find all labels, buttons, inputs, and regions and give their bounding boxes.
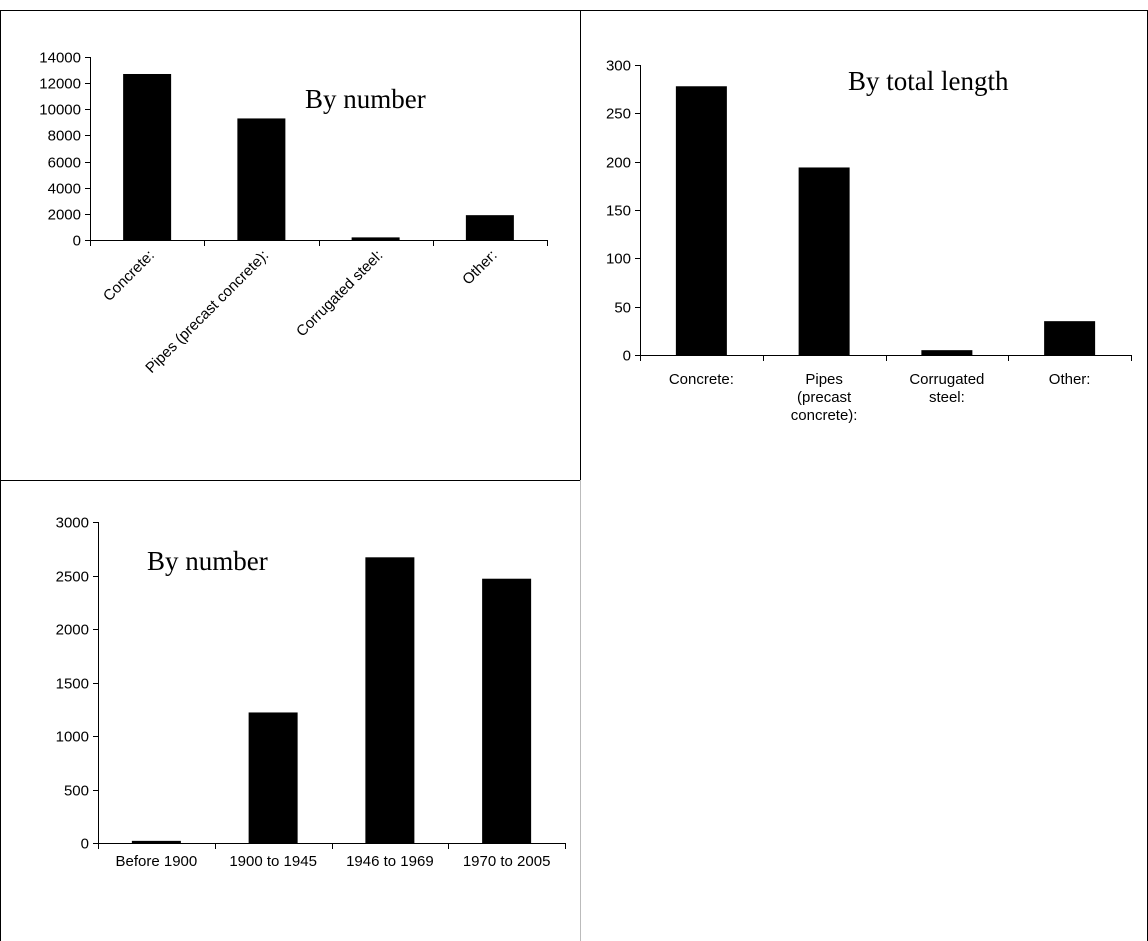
y-tick-label: 2000 (56, 622, 89, 639)
y-tick-label: 500 (64, 783, 89, 800)
y-tick-label: 4000 (48, 181, 81, 198)
x-tick-label: 1900 to 1945 (229, 853, 317, 870)
y-tick-label: 3000 (56, 515, 89, 532)
x-tick-label: Corrugated steel: (293, 247, 386, 340)
x-tick-label: 1970 to 2005 (463, 853, 551, 870)
x-tick-label: Before 1900 (116, 853, 198, 870)
chart-by-total-length: By total length 0 50 100 150 200 250 300 Concre… (606, 58, 1132, 424)
y-tick-label: 0 (73, 233, 81, 250)
x-tick-label: concrete): (791, 407, 858, 424)
y-tick-label: 0 (623, 348, 631, 365)
x-tick-label: 1946 to 1969 (346, 853, 434, 870)
bar (365, 557, 415, 843)
bar (482, 578, 532, 843)
bar (248, 712, 298, 843)
y-tick-label: 2500 (56, 569, 89, 586)
x-tick-label: Other: (1049, 371, 1091, 388)
y-tick-label: 300 (606, 58, 631, 75)
y-tick-label: 100 (606, 251, 631, 268)
y-tick-label: 2000 (48, 207, 81, 224)
y-tick-label: 250 (606, 106, 631, 123)
x-tick-label: Other: (459, 247, 500, 288)
bar (921, 350, 973, 355)
y-tick-label: 1000 (56, 729, 89, 746)
y-tick-label: 6000 (48, 155, 81, 172)
chart-by-number-period: By number 0 500 1000 1500 2000 2500 3000 Before… (56, 515, 566, 870)
bar (465, 215, 514, 240)
bar (675, 86, 727, 356)
y-tick-label: 50 (614, 300, 631, 317)
x-tick-label: Pipes (805, 371, 843, 388)
y-tick-label: 10000 (39, 102, 81, 119)
chart2-title: By total length (848, 66, 1009, 96)
bar (123, 73, 172, 240)
y-tick-label: 12000 (39, 76, 81, 93)
y-tick-label: 14000 (39, 50, 81, 67)
bar (1044, 321, 1096, 355)
x-tick-label: Pipes (precast concrete): (142, 247, 272, 377)
x-tick-label: Concrete: (669, 371, 734, 388)
y-tick-label: 1500 (56, 676, 89, 693)
chart-by-number-material: By number 0 2000 4000 6000 8000 10000 12000 140… (39, 50, 548, 377)
y-tick-label: 200 (606, 155, 631, 172)
y-tick-label: 150 (606, 203, 631, 220)
x-tick-label: Corrugated (909, 371, 984, 388)
chart3-title: By number (147, 546, 268, 576)
x-tick-label: Concrete: (100, 247, 158, 305)
bar (798, 167, 850, 355)
panel-borders (0, 10, 1148, 941)
x-tick-label: steel: (929, 389, 965, 406)
chart1-title: By number (305, 84, 426, 114)
y-tick-label: 8000 (48, 128, 81, 145)
bar (237, 118, 286, 240)
bar (131, 840, 181, 843)
x-tick-label: (precast (797, 389, 852, 406)
bar (351, 237, 400, 240)
y-tick-label: 0 (81, 836, 89, 853)
